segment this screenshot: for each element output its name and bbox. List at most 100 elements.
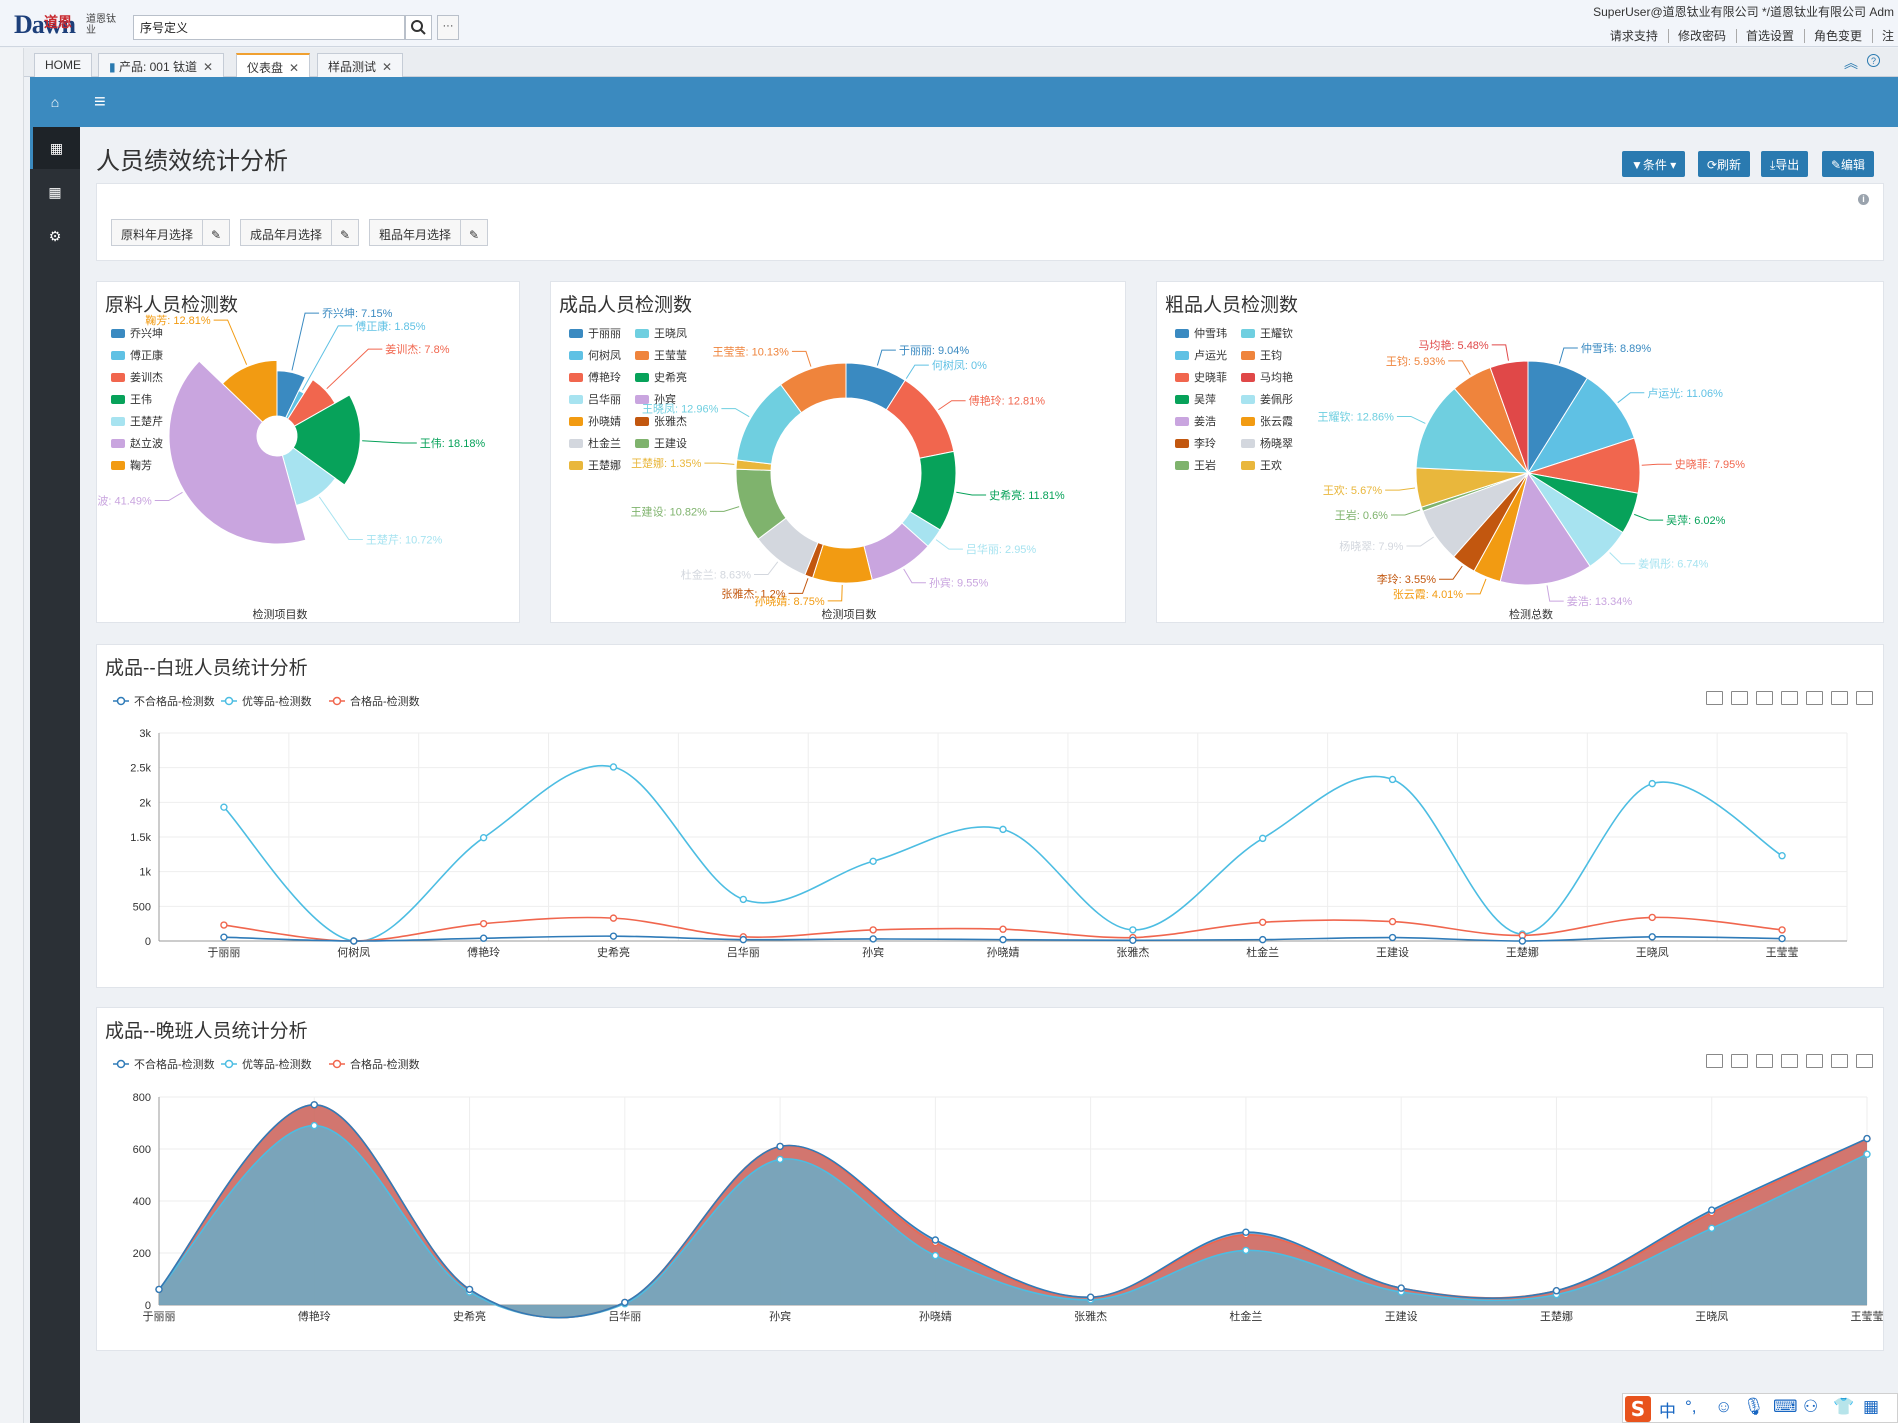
slice-leader-line <box>903 568 926 584</box>
edit-button[interactable]: ✎编辑 <box>1822 151 1875 177</box>
filter-finished-month[interactable]: 成品年月选择 ✎ <box>240 219 360 246</box>
zoom-reset-icon[interactable] <box>1731 691 1748 705</box>
legend-label: 史晓菲 <box>1194 371 1227 384</box>
ime-user-icon[interactable]: ⚇ <box>1803 1397 1819 1416</box>
slice-label: 王楚芹: 10.72% <box>366 532 443 546</box>
legend-swatch <box>1175 351 1189 360</box>
slice-leader-line <box>302 325 353 391</box>
collapse-up-icon[interactable]: ︽ <box>1844 55 1858 71</box>
restore-icon[interactable] <box>1831 691 1848 705</box>
x-tick-label: 孙宾 <box>769 1309 791 1323</box>
finished-pie-panel: 于丽丽 王晓凤 何树凤 王莹莹 傅艳玲 史希亮 吕华丽 孙宾 孙晓婧 张雅杰 杜金兰 王建设 王楚娜 于丽… <box>550 281 1126 623</box>
ime-skin-icon[interactable]: 👕 <box>1833 1397 1855 1416</box>
condition-button[interactable]: ▼条件 ▾ <box>1622 151 1686 177</box>
chart-toolbox <box>1698 691 1873 708</box>
sogou-logo[interactable]: S <box>1625 1396 1651 1422</box>
link-logout[interactable]: 注 <box>1871 29 1894 43</box>
info-icon[interactable]: i <box>1858 194 1869 205</box>
data-point <box>621 1298 629 1307</box>
tab-product[interactable]: ▮ 产品: 001 钛道 ✕ <box>98 53 225 77</box>
home-icon[interactable]: ⌂ <box>30 77 80 127</box>
slice-label: 李玲: 3.55% <box>1377 572 1437 586</box>
restore-icon[interactable] <box>1831 1054 1848 1068</box>
tab-home[interactable]: HOME <box>34 53 92 77</box>
close-icon[interactable]: ✕ <box>202 60 214 74</box>
link-change-password[interactable]: 修改密码 <box>1667 29 1726 43</box>
data-point <box>1708 1206 1716 1214</box>
slice-label: 吕华丽: 2.95% <box>966 542 1037 556</box>
slice-label: 王钧: 5.93% <box>1386 354 1446 368</box>
legend-label: 孙晓婧 <box>588 414 621 428</box>
data-point <box>350 937 358 945</box>
pie-slice <box>1489 360 1529 474</box>
tab-dashboard[interactable]: 仪表盘 ✕ <box>236 53 311 77</box>
legend-label: 杨晓翠 <box>1260 436 1293 450</box>
left-collapse-strip[interactable] <box>0 48 24 1423</box>
menu-icon[interactable]: ≡ <box>94 91 106 113</box>
line-type-icon[interactable] <box>1781 1054 1798 1068</box>
chart-title: 成品人员检测数 <box>559 295 693 316</box>
edit-icon[interactable]: ✎ <box>339 228 351 242</box>
ime-keyboard-icon[interactable]: ⌨ <box>1773 1397 1798 1416</box>
search-button[interactable] <box>405 15 432 40</box>
edit-icon[interactable]: ✎ <box>210 228 222 242</box>
pie-slice <box>1415 387 1530 474</box>
close-icon[interactable]: ✕ <box>289 61 300 75</box>
data-view-icon[interactable] <box>1756 691 1773 705</box>
zoom-icon[interactable] <box>1706 691 1723 705</box>
slice-leader-line <box>1466 578 1487 595</box>
data-point <box>739 935 748 944</box>
data-point <box>1778 852 1786 860</box>
link-support[interactable]: 请求支持 <box>1609 29 1658 43</box>
data-view-icon[interactable] <box>1756 1054 1773 1068</box>
legend-label: 吴萍 <box>1194 393 1216 406</box>
filter-crude-month[interactable]: 粗品年月选择 ✎ <box>369 219 489 246</box>
series-line <box>158 1124 1868 1319</box>
search-input[interactable] <box>133 15 405 40</box>
ime-emoji-icon[interactable]: ☺ <box>1715 1397 1733 1416</box>
ime-voice-icon[interactable]: 🎙 <box>1743 1397 1765 1416</box>
slice-leader-line <box>362 440 417 444</box>
ime-punctuation-icon[interactable]: °, <box>1685 1397 1697 1416</box>
data-point <box>999 935 1007 944</box>
filter-raw-month[interactable]: 原料年月选择 ✎ <box>111 219 231 246</box>
legend-label: 王岩 <box>1194 458 1216 472</box>
legend-label: 王欢 <box>1260 458 1282 472</box>
data-point <box>739 895 748 904</box>
chart-title: 成品--白班人员统计分析 <box>105 658 308 679</box>
close-icon[interactable]: ✕ <box>382 60 393 74</box>
slice-label: 王欢: 5.67% <box>1323 483 1383 497</box>
refresh-button[interactable]: ⟳刷新 <box>1698 151 1751 177</box>
legend-swatch <box>569 351 583 360</box>
bar-type-icon[interactable] <box>1806 1054 1823 1068</box>
zoom-icon[interactable] <box>1706 1054 1723 1068</box>
data-point <box>869 935 877 943</box>
slice-leader-line <box>938 400 966 411</box>
help-icon[interactable]: ? <box>1867 54 1880 67</box>
apps-icon[interactable]: ▦ <box>48 184 62 200</box>
bar-type-icon[interactable] <box>1806 691 1823 705</box>
more-button[interactable]: ··· <box>437 15 459 40</box>
slice-leader-line <box>704 462 735 465</box>
download-icon[interactable] <box>1856 691 1873 705</box>
edit-icon[interactable]: ✎ <box>468 228 480 242</box>
data-point <box>1129 936 1137 945</box>
data-point <box>1129 926 1137 934</box>
gear-icon[interactable]: ⚙ <box>48 228 62 244</box>
data-point <box>1552 1287 1561 1295</box>
legend-marker <box>116 696 126 706</box>
data-point <box>1397 1284 1405 1292</box>
export-button[interactable]: ⤓导出 <box>1761 151 1809 177</box>
download-icon[interactable] <box>1856 1054 1873 1068</box>
tab-sample-test[interactable]: 样品测试 ✕ <box>317 53 404 77</box>
grid-icon[interactable]: ▦ <box>30 127 80 169</box>
link-preferences[interactable]: 首选设置 <box>1735 29 1794 43</box>
y-tick-label: 400 <box>133 1196 151 1208</box>
line-type-icon[interactable] <box>1781 691 1798 705</box>
zoom-reset-icon[interactable] <box>1731 1054 1748 1068</box>
ime-chinese-icon[interactable]: 中 <box>1659 1402 1676 1421</box>
link-change-role[interactable]: 角色变更 <box>1803 29 1862 43</box>
ime-menu-icon[interactable]: ▦ <box>1863 1397 1880 1416</box>
